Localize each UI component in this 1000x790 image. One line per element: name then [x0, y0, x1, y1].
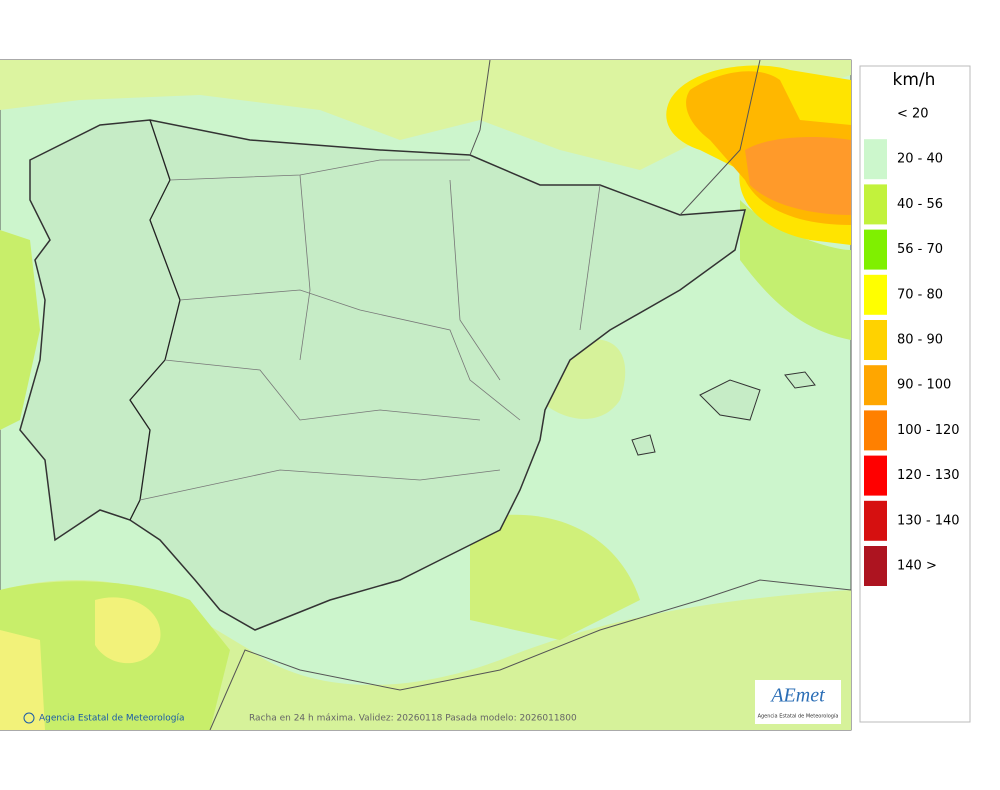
legend-swatch [864, 320, 887, 360]
legend-swatch [864, 500, 887, 541]
map: Agencia Estatal de Meteorología Racha en… [0, 59, 852, 731]
land [19, 119, 746, 631]
island [784, 371, 816, 389]
legend-label: < 20 [897, 107, 929, 122]
legend-label: 80 - 90 [897, 333, 943, 348]
wind-area [740, 200, 851, 340]
legend-label: 40 - 56 [897, 197, 943, 212]
region-borders [139, 159, 601, 501]
wind-area [0, 230, 40, 430]
legend-swatch [864, 365, 887, 406]
wind-area [745, 137, 851, 215]
wind-area [0, 60, 851, 170]
legend-label: 120 - 130 [897, 468, 960, 483]
coastline [209, 579, 852, 731]
legend-swatch [864, 229, 887, 270]
island [631, 434, 656, 456]
legend-label: 130 - 140 [897, 513, 960, 528]
legend-label: 100 - 120 [897, 423, 960, 438]
legend-swatch [864, 410, 887, 451]
wind-area [0, 630, 45, 730]
legend-swatch [864, 139, 887, 180]
legend-swatch [864, 455, 887, 496]
legend-swatch [864, 274, 887, 315]
legend: km/h < 20 20 - 40 40 - 56 56 - 70 70 - 80 80 … [859, 65, 971, 723]
legend-swatch [864, 184, 887, 225]
logo-name: AEmet [769, 685, 825, 707]
island [699, 379, 761, 421]
logo-box [755, 680, 841, 724]
legend-label: 70 - 80 [897, 287, 943, 302]
logo-subtitle: Agencia Estatal de Meteorología [758, 713, 839, 720]
legend-swatch [864, 546, 887, 586]
legend-label: 90 - 100 [897, 378, 951, 393]
legend-label: 20 - 40 [897, 152, 943, 167]
caption: Racha en 24 h máxima. Validez: 20260118 … [249, 714, 577, 724]
wind-area [95, 597, 161, 664]
wind-area [470, 514, 640, 640]
credit: Agencia Estatal de Meteorología [39, 714, 185, 724]
legend-label: 140 > [897, 559, 937, 574]
copyright-icon [23, 712, 35, 724]
coastline [469, 59, 761, 216]
legend-label: 56 - 70 [897, 242, 943, 257]
legend-title: km/h [893, 70, 936, 90]
